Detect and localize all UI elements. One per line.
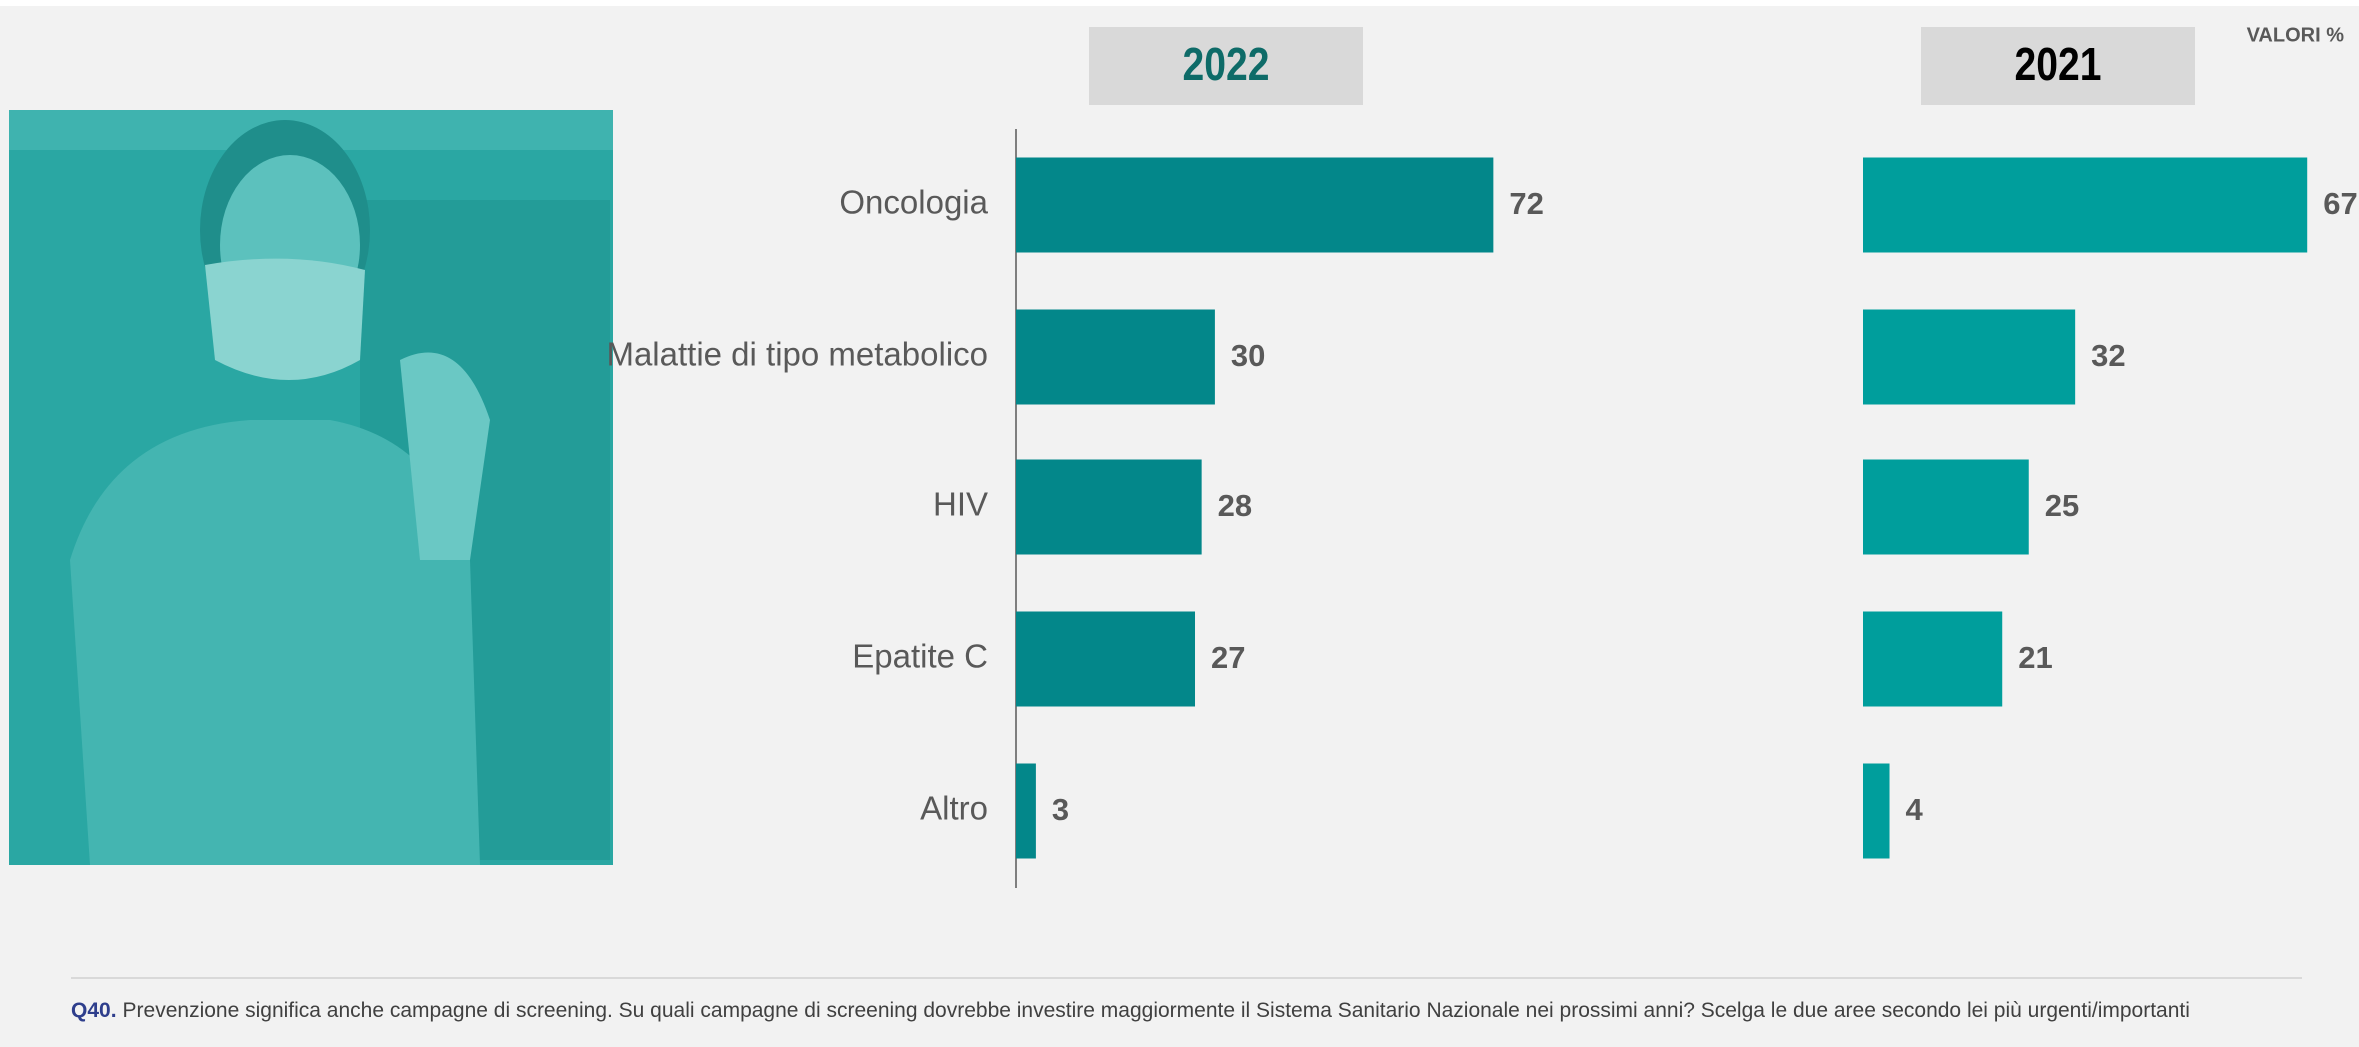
value-label: 27 (1211, 640, 1245, 675)
category-label: Malattie di tipo metabolico (606, 336, 988, 373)
category-label: HIV (933, 486, 988, 523)
value-label: 21 (2018, 640, 2052, 675)
category-label: Epatite C (852, 638, 988, 675)
units-note: VALORI % (2247, 24, 2345, 46)
bar (1016, 763, 1036, 859)
chart-title: 2021 (2015, 39, 2102, 91)
value-label: 4 (1906, 792, 1924, 827)
bar (1863, 459, 2029, 555)
category-label: Altro (920, 790, 988, 827)
photo-arm (400, 352, 490, 560)
photo (9, 110, 613, 865)
bar (1863, 157, 2308, 253)
photo-mask (205, 258, 365, 380)
bar (1016, 157, 1494, 253)
footnote-text: Prevenzione significa anche campagne di … (123, 999, 2190, 1022)
photo-body (70, 420, 480, 865)
bar (1863, 763, 1890, 859)
header-box (1089, 27, 1363, 105)
value-label: 30 (1231, 338, 1265, 373)
value-label: 28 (1218, 488, 1252, 523)
value-label: 32 (2091, 338, 2125, 373)
footnote-label: Q40. (71, 999, 117, 1022)
chart-title: 2022 (1183, 39, 1270, 91)
bar (1016, 309, 1215, 405)
bar (1863, 611, 2003, 707)
bar (1016, 611, 1196, 707)
value-label: 25 (2045, 488, 2079, 523)
value-label: 67 (2323, 186, 2357, 221)
header-box (1921, 27, 2195, 105)
value-label: 3 (1052, 792, 1069, 827)
footnote: Q40. Prevenzione significa anche campagne… (71, 999, 2190, 1022)
category-label: Oncologia (839, 184, 988, 221)
bar (1863, 309, 2076, 405)
top-border (0, 0, 2359, 6)
value-label: 72 (1509, 186, 1543, 221)
bar (1016, 459, 1202, 555)
